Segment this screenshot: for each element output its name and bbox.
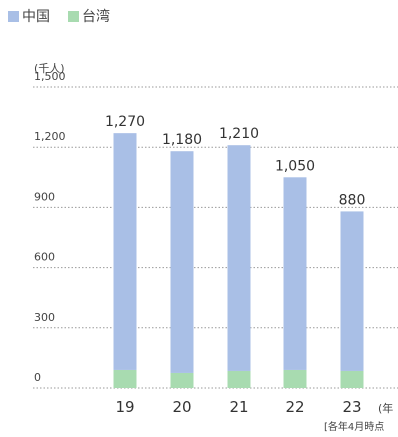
total-label-22: 1,050	[275, 158, 315, 174]
total-label-23: 880	[339, 192, 366, 208]
x-tick-label-21: 21	[229, 398, 248, 416]
bar-20-taiwan	[170, 372, 194, 388]
bar-22-taiwan	[283, 369, 307, 388]
legend-swatch-taiwan	[68, 10, 79, 22]
x-tick-label-23: 23	[342, 398, 361, 416]
bar-23-china	[340, 211, 364, 371]
bar-23-taiwan	[340, 370, 364, 388]
bar-21-china	[227, 145, 251, 371]
total-label-19: 1,270	[105, 114, 145, 130]
y-tick-label-600: 600	[34, 251, 55, 264]
footnote: [各年4月時点	[324, 422, 385, 433]
x-tick-label-20: 20	[172, 398, 191, 416]
bar-20-china	[170, 151, 194, 373]
legend-label-china: 中国	[22, 9, 50, 25]
legend: 中国 台湾	[8, 6, 128, 26]
y-tick-label-1500: 1,500	[34, 70, 66, 83]
legend-item-taiwan: 台湾	[68, 6, 110, 26]
y-tick-label-900: 900	[34, 190, 55, 203]
x-tick-label-22: 22	[285, 398, 304, 416]
y-axis-unit: (千人)	[34, 62, 65, 75]
bar-22-china	[283, 177, 307, 370]
legend-label-taiwan: 台湾	[82, 9, 110, 25]
y-tick-label-300: 300	[34, 311, 55, 324]
y-tick-label-1200: 1,200	[34, 130, 66, 143]
x-axis-unit: (年	[378, 402, 394, 415]
bar-19-taiwan	[113, 369, 137, 388]
x-tick-label-19: 19	[115, 398, 134, 416]
total-label-21: 1,210	[219, 126, 259, 142]
legend-swatch-china	[8, 10, 19, 22]
bar-21-taiwan	[227, 370, 251, 388]
legend-item-china: 中国	[8, 6, 50, 26]
bar-19-china	[113, 133, 137, 370]
total-label-20: 1,180	[162, 132, 202, 148]
y-tick-label-0: 0	[34, 371, 41, 384]
